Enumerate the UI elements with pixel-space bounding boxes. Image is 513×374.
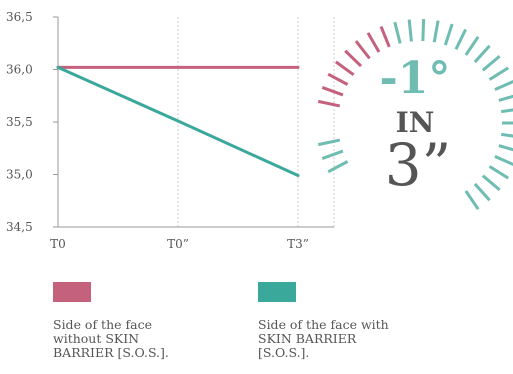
legend-label-without-barrier: Side of the face without SKIN BARRIER [S… <box>53 318 213 360</box>
x-tick-label: T0” <box>167 237 189 251</box>
dial-tick <box>321 86 344 97</box>
y-axis-ticks: 34,5 35,0 35,5 36,0 36,5 <box>6 10 58 234</box>
legend-line: without SKIN <box>53 331 140 346</box>
dial-tick <box>379 26 391 48</box>
legend-line: BARRIER [S.O.S.]. <box>53 345 169 360</box>
legend-line: Side of the face <box>53 317 152 332</box>
badge-value: -1° <box>380 53 451 104</box>
y-tick-label: 34,5 <box>6 220 33 234</box>
dial-tick <box>494 79 513 92</box>
chart-series <box>56 65 300 178</box>
legend-line: [S.O.S.]. <box>258 345 310 360</box>
chart-axes <box>57 17 334 228</box>
dial-tick <box>344 49 363 68</box>
dial-tick <box>500 108 513 114</box>
dial-tick <box>407 19 413 42</box>
y-tick-label: 36,0 <box>6 63 33 77</box>
chart-grid <box>177 17 335 227</box>
dial-tick <box>327 72 349 86</box>
y-tick-label: 35,0 <box>6 168 33 182</box>
dial-tick <box>481 55 501 72</box>
legend-swatch-without-barrier <box>53 282 91 302</box>
dial-tick <box>464 35 480 56</box>
x-axis-ticks: T0 T0” T3” <box>50 237 309 251</box>
dial-tick <box>500 132 513 138</box>
dial-tick <box>464 190 480 211</box>
dial-tick <box>421 19 426 42</box>
legend-line: Side of the face with <box>258 317 389 332</box>
legend-label-with-barrier: Side of the face with SKIN BARRIER [S.O.… <box>258 318 418 360</box>
legend-swatch-with-barrier <box>258 282 296 302</box>
dial-tick <box>498 144 513 152</box>
dial-tick <box>321 149 344 160</box>
y-tick-label: 36,5 <box>6 10 33 24</box>
dial-tick <box>498 94 513 102</box>
dial-tick <box>334 60 355 77</box>
dial-tick <box>393 21 402 44</box>
dial-tick <box>488 165 509 180</box>
dial-tick <box>317 138 341 147</box>
dial-tick <box>481 174 501 191</box>
dial-tick <box>432 20 440 43</box>
dial-tick <box>454 28 467 50</box>
dial-tick <box>494 154 513 167</box>
dial-tick <box>473 182 491 202</box>
dial-tick <box>366 32 381 53</box>
badge-time: 3” <box>385 131 452 199</box>
dial-ticks <box>317 19 513 211</box>
y-tick-label: 35,5 <box>6 115 33 129</box>
dial-tick <box>354 40 371 60</box>
x-tick-label: T0 <box>50 237 66 251</box>
dial-tick <box>473 44 491 64</box>
x-tick-label: T3” <box>287 237 309 251</box>
badge-word: IN <box>396 106 435 139</box>
dial-tick <box>443 23 454 46</box>
dial-tick <box>327 160 349 174</box>
series-line-2 <box>56 65 300 178</box>
dial-tick <box>488 66 509 81</box>
legend-line: SKIN BARRIER <box>258 331 357 346</box>
dial-tick <box>317 99 341 108</box>
